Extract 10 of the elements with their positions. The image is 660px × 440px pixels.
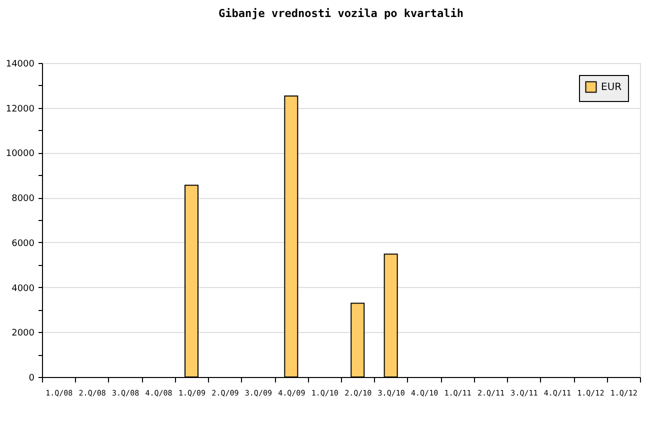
y-tick-label: 12000	[6, 104, 35, 114]
y-tick-label: 0	[28, 374, 35, 384]
y-tick-label: 14000	[6, 60, 35, 70]
y-tick-label: 6000	[12, 238, 35, 249]
y-tick-label: 2000	[12, 328, 35, 339]
y-tick-label: 10000	[6, 149, 35, 160]
chart-title: Gibanje vrednosti vozila po kvartalih	[218, 7, 464, 20]
y-tick-label: 8000	[12, 194, 35, 204]
y-tick-label: 4000	[12, 284, 35, 294]
legend-label: EUR	[601, 82, 622, 93]
